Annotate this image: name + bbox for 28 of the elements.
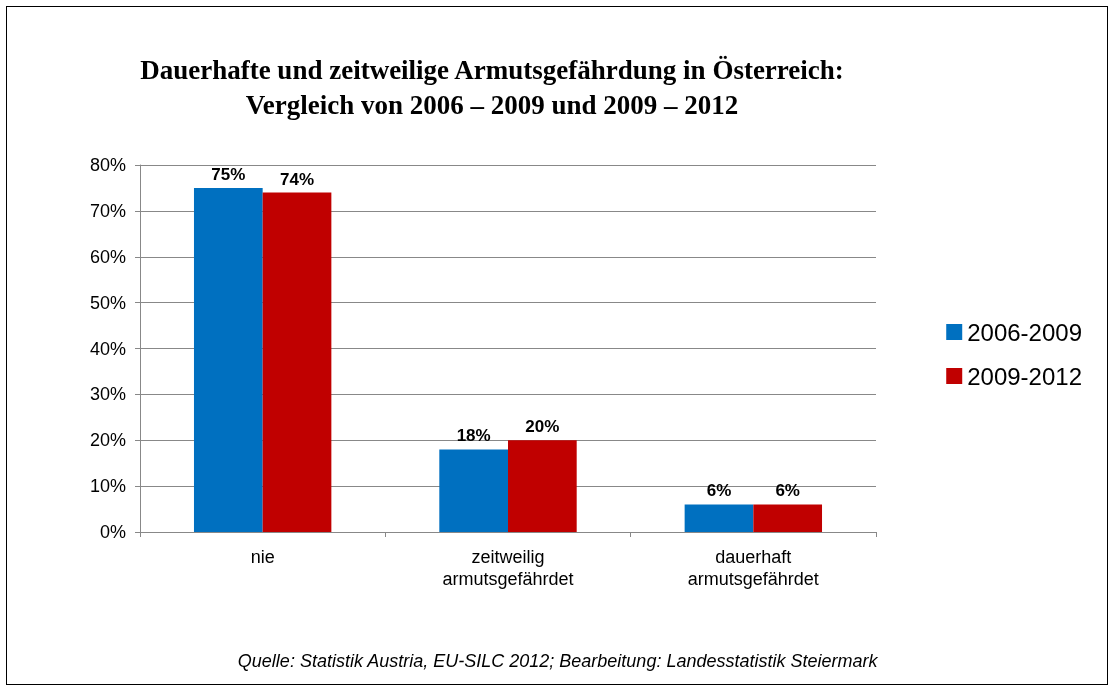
- chart-title: Dauerhafte und zeitweilige Armutsgefährdung in Österreich: Vergleich von 2006 – 2009 und 2009 – 2012: [140, 54, 844, 120]
- y-tick-label: 50%: [89, 292, 126, 313]
- data-label: 74%: [280, 169, 315, 189]
- legend-label: 2006-2009: [967, 318, 1083, 346]
- y-tick-label: 0%: [99, 522, 126, 542]
- y-tick-label: 20%: [89, 430, 126, 451]
- bar: [262, 192, 332, 532]
- x-tick-label: zeitweilig armutsgefährdet: [442, 547, 574, 589]
- y-tick-label: 40%: [89, 338, 126, 359]
- y-tick-label: 10%: [89, 476, 126, 497]
- legend-label: 2009-2012: [967, 362, 1083, 390]
- data-label: 6%: [706, 481, 732, 501]
- x-tick-label: dauerhaft armutsgefährdet: [687, 547, 819, 589]
- bar: [193, 187, 263, 532]
- x-tick-label: nie: [250, 547, 275, 567]
- bar: [508, 440, 577, 532]
- y-tick-label: 60%: [89, 246, 126, 267]
- data-label: 20%: [525, 417, 560, 437]
- data-label: 6%: [775, 481, 800, 501]
- bar: [439, 449, 508, 532]
- y-tick-label: 70%: [89, 200, 126, 221]
- source-note: Quelle: Statistik Austria, EU-SILC 2012; Bearbeitung: Landesstatistik Steiermark: [237, 651, 879, 671]
- bar: [753, 504, 823, 532]
- y-tick-label: 30%: [89, 384, 126, 405]
- y-tick-label: 80%: [89, 155, 126, 175]
- data-label: 75%: [211, 164, 246, 184]
- data-label: 18%: [456, 426, 491, 446]
- bar: [684, 504, 754, 532]
